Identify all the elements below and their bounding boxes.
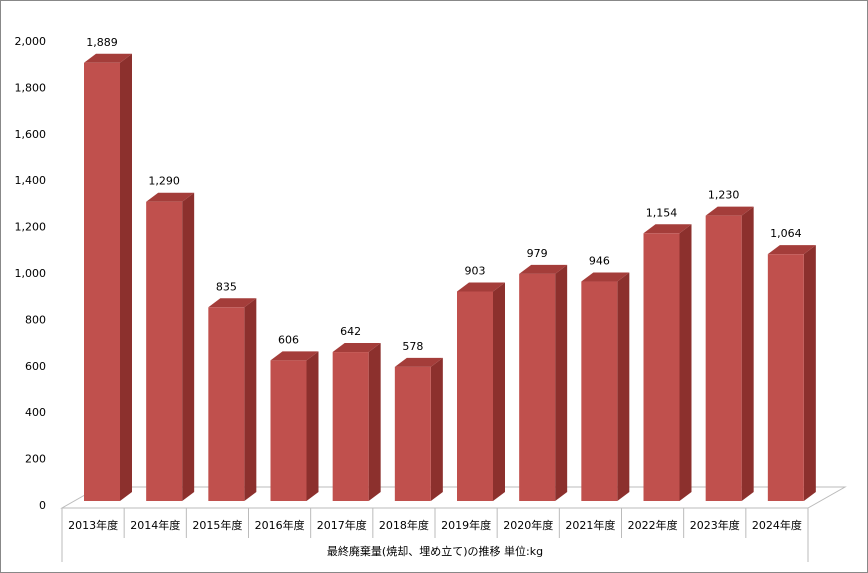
data-label: 606	[278, 333, 299, 346]
x-tick-label: 2021年度	[565, 518, 615, 532]
bar	[146, 201, 183, 501]
x-tick-label: 2024年度	[752, 518, 802, 532]
bar	[457, 291, 493, 501]
data-label: 835	[216, 280, 237, 293]
x-tick-label: 2016年度	[255, 518, 305, 532]
x-tick-label: 2020年度	[503, 518, 553, 532]
data-label: 1,230	[708, 189, 740, 202]
bar	[84, 62, 120, 501]
data-label: 1,154	[646, 206, 678, 219]
bar-top	[581, 272, 630, 282]
x-tick-label: 2019年度	[441, 518, 491, 532]
x-tick-label: 2015年度	[192, 518, 242, 532]
bar-side	[555, 264, 568, 501]
bar-top	[519, 264, 568, 274]
data-label: 578	[402, 340, 423, 353]
bar-side	[741, 206, 754, 501]
bar-side	[617, 272, 630, 501]
x-tick-label: 2017年度	[317, 518, 367, 532]
data-label: 946	[589, 255, 610, 268]
data-label: 1,290	[148, 175, 180, 188]
bar	[767, 254, 804, 501]
bar-side	[368, 343, 381, 501]
bar-side	[306, 351, 319, 501]
data-label: 979	[527, 247, 548, 260]
data-label: 903	[465, 265, 486, 278]
bar-side	[803, 245, 816, 501]
bar	[270, 360, 307, 501]
bar-top	[705, 206, 754, 216]
x-tick-label: 2014年度	[130, 518, 180, 532]
y-tick-label: 200	[25, 453, 46, 466]
bar-top	[332, 343, 381, 353]
y-tick-label: 2,000	[15, 35, 47, 48]
y-tick-label: 1,000	[15, 267, 47, 280]
bar-top	[767, 245, 816, 255]
bar-top	[84, 53, 132, 63]
x-axis-title: 最終廃棄量(焼却、埋め立て)の推移 単位:kg	[327, 544, 543, 558]
y-tick-label: 400	[25, 406, 46, 419]
data-label: 1,889	[86, 36, 118, 49]
bar-side	[493, 282, 505, 501]
bar-top	[457, 282, 505, 292]
bar	[705, 215, 742, 501]
bar-side	[120, 53, 132, 501]
bar-top	[146, 192, 195, 202]
y-tick-label: 1,600	[15, 128, 47, 141]
data-label: 642	[340, 325, 361, 338]
data-label: 1,064	[770, 227, 802, 240]
bar	[581, 281, 618, 501]
y-tick-label: 1,200	[15, 221, 47, 234]
bar-top	[643, 224, 692, 234]
y-tick-label: 600	[25, 360, 46, 373]
bar	[208, 307, 245, 501]
y-tick-label: 1,800	[15, 81, 47, 94]
x-tick-label: 2023年度	[690, 518, 740, 532]
x-tick-label: 2022年度	[628, 518, 678, 532]
bar-side	[430, 357, 443, 501]
bar-top	[394, 357, 443, 367]
y-tick-label: 800	[25, 313, 46, 326]
y-tick-label: 0	[39, 499, 46, 512]
x-tick-label: 2013年度	[68, 518, 118, 532]
bar-top	[270, 351, 319, 361]
bar-side	[244, 298, 257, 501]
bar	[394, 366, 431, 501]
bar-side	[182, 192, 195, 501]
x-tick-label: 2018年度	[379, 518, 429, 532]
bar-top	[208, 298, 257, 308]
bar	[332, 352, 369, 501]
bar	[643, 233, 680, 501]
bar-side	[679, 224, 692, 501]
y-tick-label: 1,400	[15, 174, 47, 187]
bar	[519, 273, 556, 501]
